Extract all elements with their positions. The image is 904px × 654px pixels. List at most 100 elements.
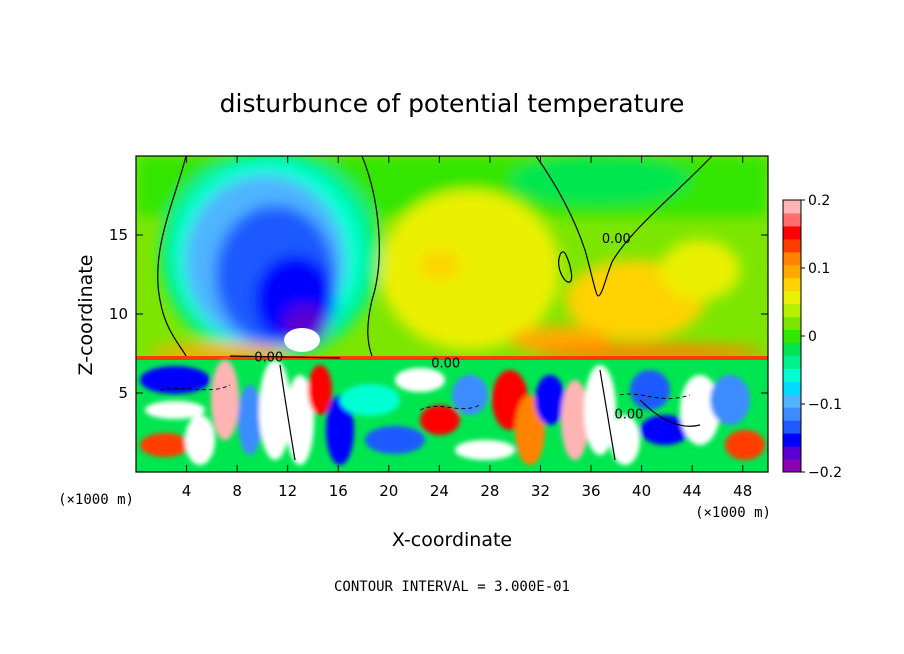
zero-contour-right (361, 156, 380, 357)
colorbar-swatch (783, 446, 801, 460)
dashed-contour-2 (419, 404, 481, 411)
blob (455, 440, 515, 460)
x-tick-label: 4 (182, 482, 192, 500)
colorbar-swatch (783, 316, 801, 331)
warm-patch-orange-4 (660, 240, 740, 300)
lower-contour-2 (599, 369, 616, 461)
x-unit-right: (×1000 m) (695, 505, 771, 521)
colorbar-tick-label: 0.2 (808, 193, 830, 209)
blob (420, 405, 460, 435)
interface-line (136, 356, 768, 360)
y-tick-label: 10 (109, 305, 128, 323)
colorbar-swatch (783, 251, 801, 266)
colorbar-tick-label: −0.2 (808, 465, 842, 481)
contour-label: 0.00 (254, 350, 283, 365)
zero-contour-left (157, 156, 187, 357)
x-unit-left: (×1000 m) (58, 492, 134, 508)
blob (259, 360, 291, 460)
colorbar-swatch (783, 433, 801, 447)
colorbar: 0.2 0.1 0 −0.1 −0.2 (782, 193, 842, 481)
y-axis: 5 10 15 (109, 226, 768, 402)
contour-lines (157, 156, 713, 461)
x-axis: 4 8 12 16 20 24 28 32 36 40 44 48 (182, 156, 752, 500)
warm-spot-white (284, 328, 320, 352)
x-tick-label: 48 (733, 482, 752, 500)
x-tick-label: 36 (581, 482, 600, 500)
warm-patch-orange-1 (420, 251, 460, 279)
x-tick-label: 24 (430, 482, 449, 500)
chart-title: disturbunce of potential temperature (220, 89, 685, 118)
blob (340, 384, 400, 416)
blob (365, 426, 425, 454)
blob (185, 415, 215, 465)
y-tick-label: 5 (118, 384, 128, 402)
zero-contour-interface (229, 355, 341, 359)
colorbar-tick-label: 0 (808, 329, 817, 345)
dashed-contour-1 (159, 384, 231, 391)
blob (140, 433, 190, 457)
colorbar-swatch (783, 238, 801, 253)
blob (238, 385, 262, 455)
colorbar-swatch (783, 459, 801, 473)
colorbar-swatch (783, 200, 801, 214)
colorbar-swatch (783, 290, 801, 305)
turbulent-layer (136, 360, 768, 472)
contour-label: 0.00 (431, 357, 460, 372)
cool-patch-upper-right (510, 156, 690, 205)
x-tick-label: 32 (531, 482, 550, 500)
blob (326, 395, 354, 465)
colorbar-swatch (783, 394, 801, 408)
x-tick-label: 28 (480, 482, 499, 500)
turbulent-blobs (140, 360, 765, 465)
colorbar-swatch (783, 368, 801, 382)
x-tick-label: 40 (632, 482, 651, 500)
dashed-contours (159, 384, 691, 411)
blob (145, 401, 205, 419)
contour-label: 0.00 (614, 407, 643, 422)
x-tick-label: 16 (329, 482, 348, 500)
blob (535, 375, 565, 425)
lower-contour-1 (279, 364, 296, 461)
blob (630, 370, 670, 410)
y-axis-label: Z-coordinate (75, 255, 97, 376)
blob (610, 415, 640, 465)
x-tick-label: 44 (683, 482, 702, 500)
blob (640, 415, 690, 445)
upper-field (136, 156, 768, 360)
contour-labels: 0.00 0.00 0.00 0.00 (254, 232, 643, 422)
x-tick-label: 20 (379, 482, 398, 500)
blob (286, 375, 314, 465)
y-tick-label: 15 (109, 226, 128, 244)
blob (680, 375, 720, 445)
x-tick-label: 8 (232, 482, 242, 500)
contour-label: 0.00 (602, 232, 631, 247)
colorbar-tick-label: −0.1 (808, 397, 842, 413)
blob (140, 366, 210, 394)
lower-contour-3 (639, 399, 701, 427)
colorbar-tick-label: 0.1 (808, 261, 830, 277)
x-tick-label: 12 (278, 482, 297, 500)
colorbar-swatch (783, 277, 801, 292)
colorbar-swatch (783, 355, 801, 369)
colorbar-swatch (783, 342, 801, 356)
plot-area: 0.00 0.00 0.00 0.00 (136, 156, 768, 472)
dashed-contour-3 (619, 393, 691, 399)
colorbar-swatch (783, 329, 801, 343)
colorbar-swatch (783, 212, 801, 227)
blob (725, 430, 765, 460)
blob (308, 365, 332, 415)
blob (452, 375, 488, 415)
x-axis-label: X-coordinate (392, 529, 512, 551)
colorbar-swatch (783, 381, 801, 395)
colorbar-swatch (783, 407, 801, 421)
contour-interval-note: CONTOUR INTERVAL = 3.000E-01 (334, 579, 570, 595)
zero-contour-v (535, 156, 713, 297)
zero-contour-loop (558, 251, 573, 283)
blob (395, 368, 445, 392)
warm-patch-yellow (380, 190, 560, 350)
colorbar-swatch (783, 303, 801, 318)
blob (584, 365, 616, 455)
blob (710, 375, 750, 425)
colorbar-swatch (783, 225, 801, 240)
